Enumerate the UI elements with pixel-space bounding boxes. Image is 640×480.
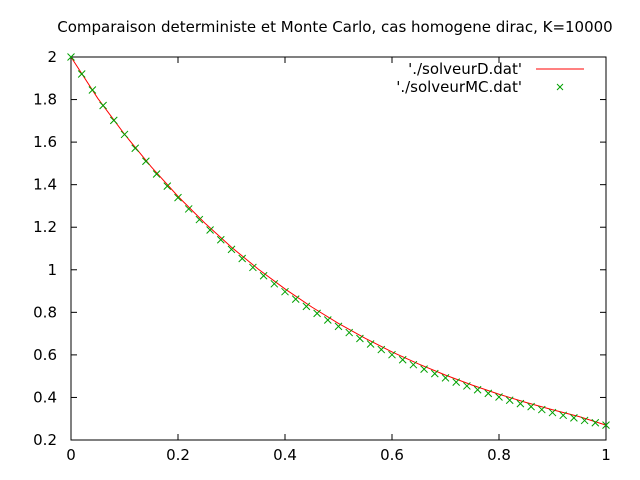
x-tick-label: 1 <box>601 446 611 464</box>
legend-swatch-solveurMC <box>556 83 564 91</box>
solveurMC-point <box>548 408 557 417</box>
y-tick-label: 0.6 <box>33 346 57 364</box>
solveurMC-point <box>602 421 610 429</box>
solveurMC-point <box>109 116 118 125</box>
solveurMC-point <box>527 402 535 411</box>
solveurMC-point <box>206 226 214 234</box>
plot-frame <box>70 56 607 441</box>
solveurMC-point <box>505 396 514 405</box>
solveurMC-point <box>195 215 204 224</box>
y-tick-label: 1.8 <box>33 91 57 109</box>
legend: './solveurD.dat' './solveurMC.dat' <box>396 60 584 96</box>
legend-label-solveurD: './solveurD.dat' <box>408 60 522 78</box>
solveurMC-point <box>120 130 129 139</box>
solveurMC-point <box>99 101 107 110</box>
solveurMC-point <box>216 235 225 244</box>
solveurMC-point <box>377 345 386 354</box>
solveurMC-point <box>67 53 75 61</box>
solveurMC-point <box>270 279 279 288</box>
solveurMC-point <box>484 389 493 398</box>
solveurMC-point <box>537 405 546 414</box>
solveurMC-point <box>281 287 289 296</box>
solveurMC-point <box>302 302 311 311</box>
solveurMC-point <box>238 254 247 263</box>
solveurMC-point <box>409 360 418 369</box>
y-tick-label: 1.2 <box>33 218 57 236</box>
solveurMC-point <box>291 295 300 303</box>
solveurMC-point <box>313 309 321 318</box>
solveurMC-point <box>452 378 461 386</box>
solveurMC-point <box>131 144 140 153</box>
solveurMC-point <box>441 374 450 382</box>
solveurMC-point <box>259 271 268 280</box>
solveurMC-point <box>516 399 525 408</box>
solveurMC-point <box>174 193 182 202</box>
x-tick-label: 0.8 <box>487 446 511 464</box>
solveurD-line <box>70 56 607 426</box>
solveurMC-point <box>184 205 193 213</box>
axis-ticks: 0 0.2 0.4 0.6 0.8 1 0.2 0.4 0.6 0.8 1 1.2 1.4 1.6 1.8 2 <box>33 48 611 464</box>
solveurMC-point <box>163 182 172 191</box>
y-tick-label: 1 <box>47 261 57 279</box>
solveurMC-point <box>249 263 257 272</box>
x-tick-label: 0.6 <box>380 446 404 464</box>
solveurMC-point <box>88 86 97 94</box>
legend-label-solveurMC: './solveurMC.dat' <box>396 78 522 96</box>
solveurMC-point <box>142 157 150 166</box>
chart-title: Comparaison deterministe et Monte Carlo,… <box>57 18 612 36</box>
solveurMC-point <box>559 411 568 420</box>
y-tick-label: 1.4 <box>33 176 57 194</box>
solveurMC-point <box>580 416 589 425</box>
solveurMC-point <box>473 385 482 394</box>
x-tick-label: 0.4 <box>273 446 297 464</box>
solveurMC-point <box>227 245 236 254</box>
solveurMC-point <box>356 334 364 343</box>
solveurMC-point <box>463 382 471 390</box>
x-tick-label: 0.2 <box>166 446 190 464</box>
y-tick-label: 0.2 <box>33 431 57 449</box>
solveurMC-point <box>334 322 343 331</box>
solveurMC-point <box>591 418 600 427</box>
series-solveurMC <box>67 53 610 429</box>
series-solveurD <box>70 56 607 426</box>
solveurMC-point <box>570 414 578 422</box>
solveurMC-point <box>366 340 375 348</box>
solveurMC-point <box>323 316 332 324</box>
solveurMC-point <box>388 350 396 359</box>
y-tick-label: 0.4 <box>33 388 57 406</box>
solveurMC-point <box>495 393 503 401</box>
y-tick-label: 2 <box>47 48 57 66</box>
x-tick-label: 0 <box>66 446 76 464</box>
solveurMC-point <box>77 70 86 78</box>
y-tick-label: 1.6 <box>33 133 57 151</box>
y-tick-label: 0.8 <box>33 303 57 321</box>
solveurMC-point <box>398 355 407 364</box>
solveurMC-point <box>345 328 354 337</box>
solveurMC-point <box>420 365 428 373</box>
solveurMC-point <box>152 170 161 178</box>
solveurMC-point <box>430 369 439 378</box>
